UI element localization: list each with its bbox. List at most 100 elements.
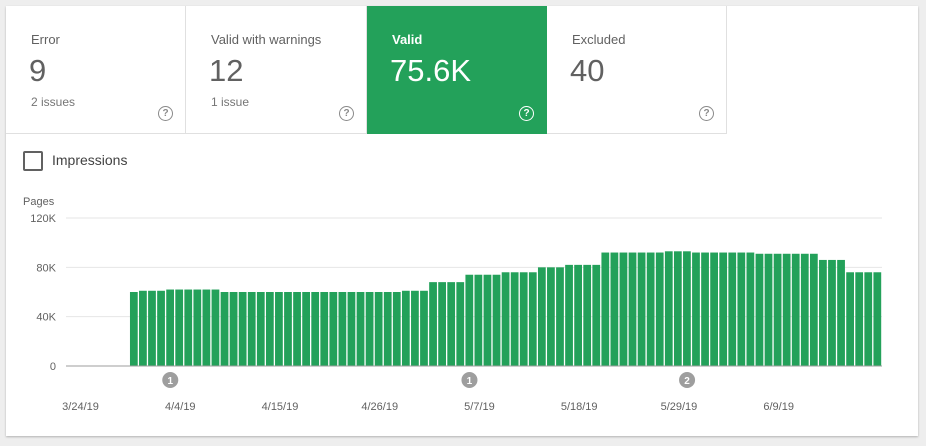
bar[interactable] (184, 289, 193, 366)
bar[interactable] (737, 252, 746, 366)
bar[interactable] (537, 267, 546, 366)
annotation-circle[interactable] (461, 372, 478, 388)
bar[interactable] (411, 290, 419, 366)
bar[interactable] (791, 253, 800, 366)
bar[interactable] (474, 274, 483, 366)
help-icon[interactable]: ? (339, 106, 354, 121)
bar[interactable] (374, 292, 383, 366)
bar[interactable] (673, 251, 682, 366)
bar[interactable] (139, 290, 147, 366)
help-icon[interactable]: ? (699, 106, 714, 121)
bar[interactable] (492, 274, 501, 366)
bar[interactable] (365, 292, 374, 366)
bar[interactable] (501, 272, 510, 366)
bar[interactable] (175, 289, 184, 366)
annotation-label: 1 (467, 376, 473, 387)
bar[interactable] (392, 292, 401, 366)
bar[interactable] (574, 264, 582, 366)
bar[interactable] (628, 252, 637, 366)
bar[interactable] (456, 282, 465, 366)
bar[interactable] (193, 289, 202, 366)
x-tick-label: 5/7/19 (464, 401, 495, 413)
bar[interactable] (637, 252, 646, 366)
bar[interactable] (809, 253, 818, 366)
bar[interactable] (828, 259, 836, 366)
bar[interactable] (728, 252, 737, 366)
bar[interactable] (864, 272, 873, 366)
bar[interactable] (646, 252, 655, 366)
excluded-tile[interactable]: Excluded 40 ? (547, 6, 727, 134)
bar[interactable] (746, 252, 755, 366)
bar[interactable] (293, 292, 301, 366)
bar[interactable] (220, 292, 229, 366)
bar[interactable] (773, 253, 782, 366)
bar[interactable] (683, 251, 691, 366)
bar[interactable] (329, 292, 338, 366)
annotation-marker[interactable]: 2 (679, 372, 696, 388)
bar[interactable] (764, 253, 773, 366)
bar[interactable] (157, 290, 165, 366)
bar[interactable] (256, 292, 265, 366)
bar[interactable] (556, 267, 564, 366)
bar[interactable] (320, 292, 329, 366)
bar[interactable] (610, 252, 619, 366)
bar[interactable] (211, 289, 220, 366)
bar[interactable] (229, 292, 238, 366)
bar[interactable] (510, 272, 519, 366)
bar[interactable] (401, 290, 410, 366)
bar[interactable] (438, 282, 446, 366)
bar[interactable] (601, 252, 610, 366)
bar[interactable] (311, 292, 320, 366)
bar[interactable] (528, 272, 537, 366)
bar[interactable] (855, 272, 864, 366)
annotation-marker[interactable]: 1 (162, 372, 179, 388)
valid-with-warnings-tile[interactable]: Valid with warnings 12 1 issue ? (186, 6, 367, 134)
bar[interactable] (129, 292, 138, 366)
valid-tile[interactable]: Valid 75.6K ? (367, 6, 547, 134)
bar[interactable] (265, 292, 274, 366)
bar[interactable] (166, 289, 174, 366)
bar[interactable] (420, 290, 428, 366)
bar[interactable] (873, 272, 882, 366)
annotation-marker[interactable]: 1 (461, 372, 478, 388)
bar[interactable] (719, 252, 728, 366)
bar[interactable] (846, 272, 854, 366)
bar[interactable] (429, 282, 437, 366)
help-icon[interactable]: ? (158, 106, 173, 121)
bar[interactable] (565, 264, 573, 366)
bar[interactable] (483, 274, 492, 366)
bar[interactable] (619, 252, 628, 366)
annotation-circle[interactable] (679, 372, 696, 388)
bar[interactable] (710, 252, 718, 366)
bar[interactable] (247, 292, 256, 366)
error-tile[interactable]: Error 9 2 issues ? (6, 6, 186, 134)
bar[interactable] (819, 259, 827, 366)
help-icon[interactable]: ? (519, 106, 534, 121)
bar[interactable] (347, 292, 356, 366)
bar[interactable] (202, 289, 211, 366)
bar[interactable] (284, 292, 292, 366)
bar[interactable] (302, 292, 310, 366)
bar[interactable] (547, 267, 555, 366)
bar[interactable] (238, 292, 247, 366)
bar[interactable] (592, 264, 601, 366)
bar[interactable] (465, 274, 474, 366)
annotation-circle[interactable] (162, 372, 179, 388)
bar[interactable] (655, 252, 664, 366)
bar[interactable] (755, 253, 764, 366)
bar[interactable] (275, 292, 283, 366)
bar[interactable] (800, 253, 809, 366)
bar[interactable] (519, 272, 528, 366)
bar[interactable] (383, 292, 392, 366)
bar[interactable] (701, 252, 709, 366)
bar[interactable] (837, 259, 845, 366)
bar[interactable] (782, 253, 791, 366)
bar[interactable] (447, 282, 456, 366)
bar[interactable] (692, 252, 700, 366)
bar[interactable] (664, 251, 673, 366)
bar[interactable] (148, 290, 156, 366)
impressions-checkbox[interactable] (23, 151, 43, 171)
bar[interactable] (356, 292, 365, 366)
bar[interactable] (583, 264, 592, 366)
bar[interactable] (338, 292, 347, 366)
